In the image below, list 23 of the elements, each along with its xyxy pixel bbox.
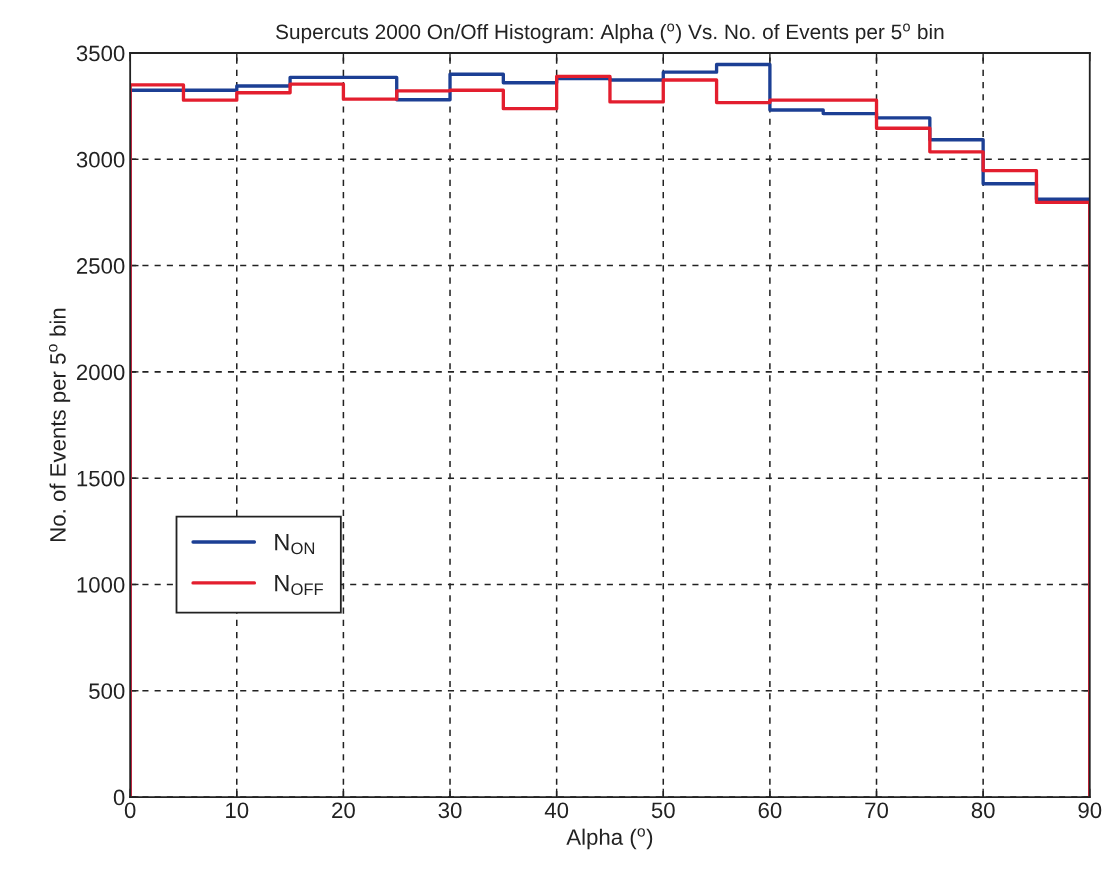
- x-axis-title: Alpha ($^{o}$): [566, 828, 653, 850]
- x-tick-label: 0: [124, 802, 136, 819]
- legend-label: N$_{OFF}$: [275, 574, 323, 596]
- y-tick-label: 1500: [77, 470, 125, 487]
- x-tick-label: 80: [971, 802, 995, 819]
- y-tick-label: 3000: [76, 151, 125, 168]
- y-tick-label: 500: [89, 683, 125, 700]
- x-tick-label: 30: [438, 802, 462, 819]
- y-tick-label: 3500: [76, 45, 125, 62]
- y-tick-label: 2000: [76, 364, 125, 381]
- x-tick-label: 60: [758, 802, 782, 819]
- legend-label: N$_{ON}$: [275, 534, 315, 555]
- y-tick-label: 2500: [76, 258, 125, 274]
- y-tick-label: 0: [113, 789, 125, 806]
- y-axis-title: No. of Events per 5$^{o}$ bin: [48, 308, 71, 541]
- x-tick-label: 50: [651, 802, 675, 819]
- x-tick-label: 90: [1078, 802, 1102, 819]
- x-tick-label: 20: [332, 802, 355, 819]
- x-tick-label: 10: [226, 802, 249, 819]
- x-tick-label: 40: [544, 802, 569, 819]
- x-tick-label: 70: [865, 802, 889, 819]
- y-tick-label: 1000: [77, 576, 125, 593]
- chart-title: Supercuts 2000 On/Off Histogram: Alpha ($^{o}$) Vs. No. of Events per 5$^{o}$ bin: [276, 23, 944, 44]
